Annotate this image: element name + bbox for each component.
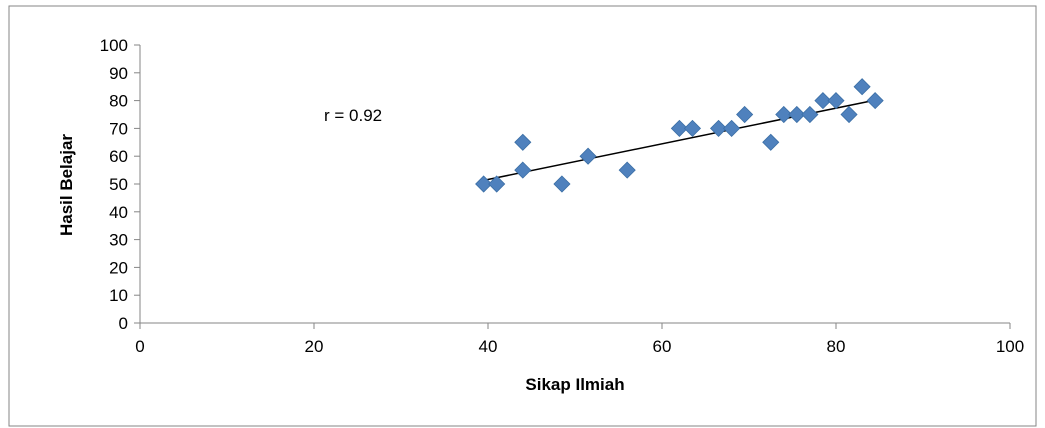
x-axis-title: Sikap Ilmiah [525,375,624,394]
x-tick-label: 60 [653,337,672,356]
data-point [514,133,532,151]
chart-border [8,5,1037,427]
x-tick-label: 80 [827,337,846,356]
data-point [801,105,819,124]
data-point [853,78,871,96]
x-tick-label: 100 [996,337,1024,356]
y-tick-label: 70 [109,119,128,138]
data-point [762,133,780,151]
data-points [475,78,884,193]
data-point [840,105,858,124]
y-tick-label: 40 [109,203,128,222]
data-point [488,175,506,193]
data-point [814,92,832,110]
data-point [683,119,702,137]
data-point [670,119,688,137]
correlation-annotation: r = 0.92 [324,106,382,125]
data-point [723,119,741,137]
y-tick-label: 20 [109,258,128,277]
y-tick-label: 10 [109,286,128,305]
y-tick-label: 30 [109,231,128,250]
y-tick-label: 100 [100,36,128,55]
data-point [618,161,636,179]
data-point [553,175,571,193]
data-point [827,92,845,110]
data-point [788,105,806,124]
y-tick-label: 80 [109,92,128,111]
y-tick-label: 50 [109,175,128,194]
y-tick-label: 90 [109,64,128,83]
x-tick-label: 20 [305,337,324,356]
data-point [736,105,754,124]
y-tick-label: 60 [109,147,128,166]
data-point [475,175,493,193]
data-point [514,161,532,179]
data-point [709,119,728,137]
x-tick-label: 40 [479,337,498,356]
y-tick-label: 0 [119,314,128,333]
x-tick-label: 0 [135,337,144,356]
y-axis-title: Hasil Belajar [57,134,76,236]
data-point [866,92,884,110]
x-axis-ticks: 0 20 40 60 80 100 [135,323,1024,356]
data-point [579,147,597,165]
data-point [775,105,793,124]
y-axis-ticks: 0 10 20 30 40 50 60 70 80 90 100 [100,36,140,333]
